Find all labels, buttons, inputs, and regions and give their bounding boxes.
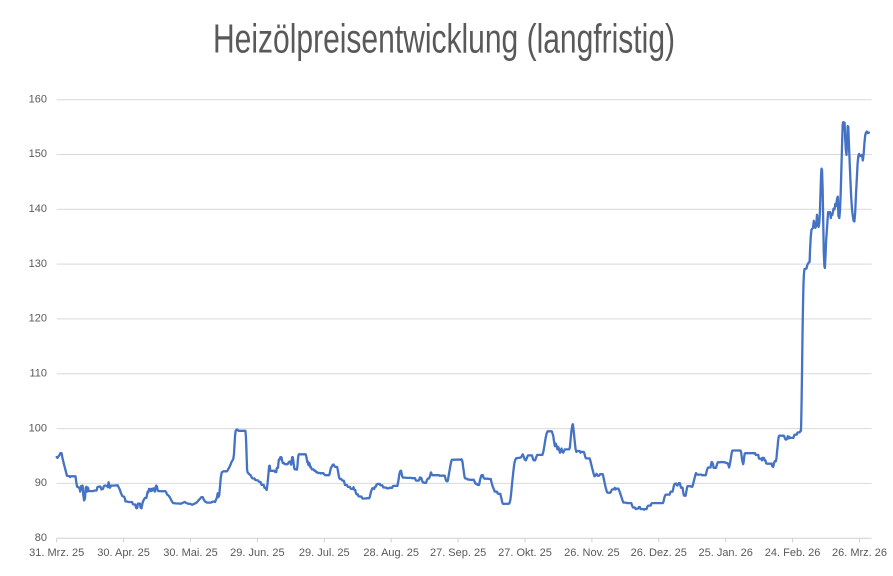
svg-text:80: 80 [35,532,47,544]
svg-text:110: 110 [29,368,47,380]
svg-text:Heizölpreisentwicklung (langfr: Heizölpreisentwicklung (langfristig) [213,16,675,62]
svg-text:26. Dez. 25: 26. Dez. 25 [631,547,687,559]
svg-text:26. Nov. 25: 26. Nov. 25 [564,547,619,559]
svg-text:150: 150 [29,148,47,160]
svg-text:27. Okt. 25: 27. Okt. 25 [498,547,552,559]
svg-text:28. Aug. 25: 28. Aug. 25 [363,547,419,559]
svg-text:29. Jul. 25: 29. Jul. 25 [299,547,350,559]
svg-text:130: 130 [29,258,47,270]
svg-text:27. Sep. 25: 27. Sep. 25 [430,547,486,559]
svg-text:90: 90 [35,477,47,489]
svg-text:26. Mrz. 26: 26. Mrz. 26 [832,547,887,559]
svg-text:25. Jan. 26: 25. Jan. 26 [698,547,752,559]
svg-text:31. Mrz. 25: 31. Mrz. 25 [29,547,84,559]
svg-text:140: 140 [29,203,47,215]
svg-text:30. Apr. 25: 30. Apr. 25 [97,547,150,559]
svg-text:120: 120 [29,313,47,325]
svg-text:29. Jun. 25: 29. Jun. 25 [230,547,284,559]
svg-text:160: 160 [29,93,47,105]
svg-text:100: 100 [29,422,47,434]
svg-text:30. Mai. 25: 30. Mai. 25 [163,547,217,559]
svg-text:24. Feb. 26: 24. Feb. 26 [765,547,821,559]
